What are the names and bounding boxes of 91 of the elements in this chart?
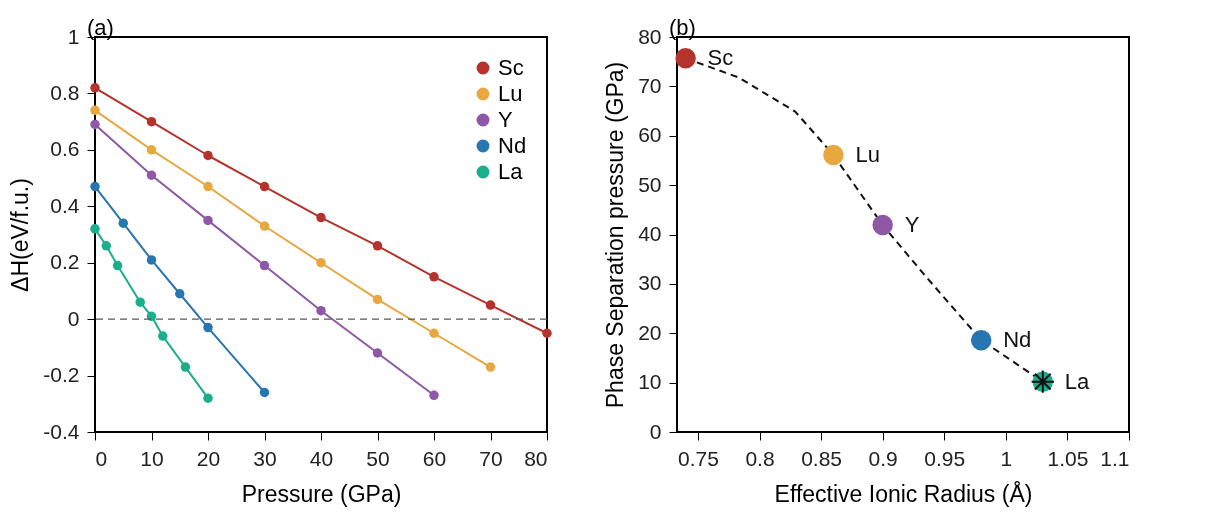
point xyxy=(675,48,696,69)
x-tick-label: 0.95 xyxy=(924,446,966,470)
point xyxy=(316,212,326,223)
x-tick-label: 0 xyxy=(95,446,108,470)
point xyxy=(112,260,123,271)
y-axis-title: Phase Separation pressure (GPa) xyxy=(602,61,629,409)
point xyxy=(101,241,112,251)
legend-label: La xyxy=(498,159,524,184)
y-tick-label: 0 xyxy=(649,419,662,443)
point xyxy=(372,294,383,305)
x-axis-title: Pressure (GPa) xyxy=(241,480,402,507)
x-tick-label: 60 xyxy=(422,446,447,470)
y-tick-label: 80 xyxy=(638,24,662,48)
chart-title: (b) xyxy=(669,15,696,40)
point xyxy=(259,387,270,398)
x-tick-label: 30 xyxy=(253,446,277,470)
point xyxy=(146,255,157,265)
point xyxy=(90,105,100,116)
point xyxy=(90,119,100,130)
point xyxy=(118,218,128,228)
y-tick-label: 0.4 xyxy=(50,193,80,217)
point xyxy=(203,393,213,403)
y-tick-label: 1 xyxy=(67,24,80,48)
x-tick-label: 20 xyxy=(196,446,221,470)
point xyxy=(872,214,893,236)
point xyxy=(90,224,100,234)
x-tick-label: 0.8 xyxy=(745,446,775,470)
y-tick-label: 0.6 xyxy=(50,137,80,161)
y-axis-title: ΔH(eV/f.u.) xyxy=(7,178,34,292)
x-tick-label: 0.85 xyxy=(801,446,843,470)
point xyxy=(180,362,191,372)
y-tick-label: 0 xyxy=(67,306,80,330)
legend-label: Nd xyxy=(498,133,527,158)
y-tick-label: 50 xyxy=(638,172,662,196)
point xyxy=(429,390,439,401)
point xyxy=(135,297,145,307)
point xyxy=(316,305,326,316)
y-tick-label: 70 xyxy=(638,73,662,97)
series-label: Lu xyxy=(855,142,880,168)
point xyxy=(259,181,270,192)
x-tick-label: 0.9 xyxy=(868,446,898,470)
x-axis-title: Effective Ionic Radius (Å) xyxy=(774,479,1033,507)
point xyxy=(146,145,157,155)
series-label: Nd xyxy=(1003,327,1032,353)
point xyxy=(203,181,213,192)
series-label: La xyxy=(1064,368,1091,394)
point xyxy=(175,289,185,299)
x-tick-label: 80 xyxy=(524,446,548,470)
x-tick-label: 0.75 xyxy=(678,446,719,470)
point xyxy=(372,348,383,358)
point xyxy=(158,331,168,341)
x-tick-label: 50 xyxy=(366,446,390,470)
x-tick-label: 40 xyxy=(309,446,334,470)
point xyxy=(429,328,439,338)
y-tick-label: 20 xyxy=(638,320,662,344)
y-tick-label: 10 xyxy=(638,370,662,394)
legend-label: Y xyxy=(498,107,513,132)
y-tick-label: 0.8 xyxy=(50,80,80,104)
point xyxy=(90,83,100,93)
chart-title: (a) xyxy=(87,15,114,40)
point xyxy=(823,144,844,166)
point xyxy=(259,260,270,271)
y-tick-label: 40 xyxy=(638,222,662,245)
y-tick-label: 30 xyxy=(638,271,662,295)
point xyxy=(429,272,439,282)
y-tick-label: -0.4 xyxy=(43,419,80,443)
point xyxy=(203,150,213,161)
point xyxy=(485,300,496,310)
point xyxy=(372,241,383,251)
y-tick-label: 60 xyxy=(638,123,662,147)
series-label: Y xyxy=(904,212,920,238)
point xyxy=(542,328,552,338)
x-tick-label: 1 xyxy=(1000,446,1013,470)
point xyxy=(485,362,496,372)
y-tick-label: -0.2 xyxy=(43,363,80,387)
point xyxy=(203,215,213,226)
legend-label: Sc xyxy=(498,55,524,80)
x-tick-label: 1.1 xyxy=(1100,446,1130,470)
series-label: Sc xyxy=(707,45,734,71)
point xyxy=(203,322,213,333)
point xyxy=(90,181,100,192)
point xyxy=(316,257,326,268)
x-tick-label: 70 xyxy=(479,446,503,470)
x-tick-label: 1.05 xyxy=(1047,446,1089,470)
y-tick-label: 0.2 xyxy=(50,250,80,274)
point xyxy=(970,329,992,351)
x-tick-label: 10 xyxy=(140,446,164,470)
point xyxy=(146,170,157,180)
point xyxy=(146,116,157,127)
legend-label: Lu xyxy=(498,81,523,106)
point xyxy=(259,221,270,231)
